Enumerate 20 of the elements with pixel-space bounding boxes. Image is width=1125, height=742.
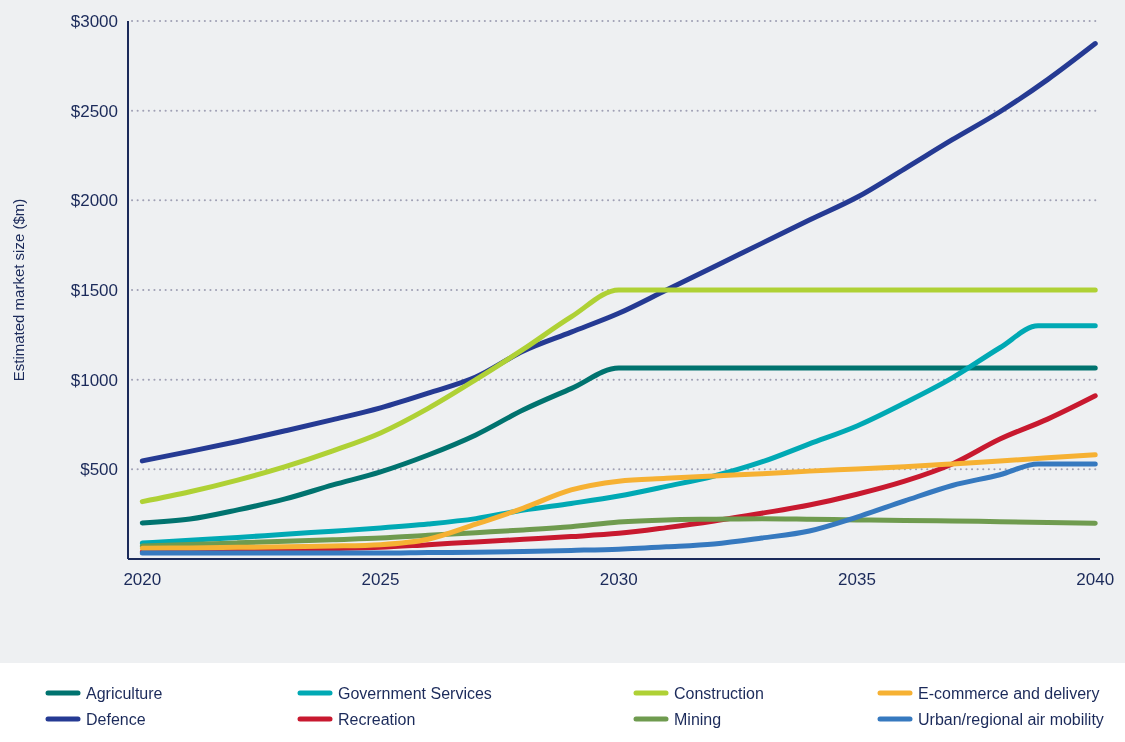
x-tick-label: 2020 (123, 570, 162, 589)
legend-label: Mining (674, 710, 722, 728)
y-tick-label: $500 (80, 460, 118, 480)
x-tick-label: 2025 (361, 570, 400, 589)
legend-label: E-commerce and delivery (918, 684, 1100, 702)
y-tick-label: $1000 (70, 370, 118, 390)
legend-label: Construction (674, 684, 764, 702)
y-tick-label: $1500 (70, 280, 118, 300)
legend-label: Recreation (338, 710, 416, 728)
y-axis-title: Estimated market size ($m) (10, 198, 27, 382)
x-tick-label: 2040 (1076, 570, 1115, 589)
x-tick-label: 2030 (599, 570, 638, 589)
legend-label: Defence (86, 710, 146, 728)
legend-label: Government Services (338, 684, 492, 702)
y-tick-label: $3000 (70, 11, 118, 31)
legend-label: Agriculture (86, 684, 163, 702)
x-tick-label: 2035 (838, 570, 876, 589)
y-tick-label: $2000 (70, 191, 118, 211)
legend-label: Urban/regional air mobility (918, 710, 1104, 728)
y-tick-label: $2500 (70, 101, 118, 121)
